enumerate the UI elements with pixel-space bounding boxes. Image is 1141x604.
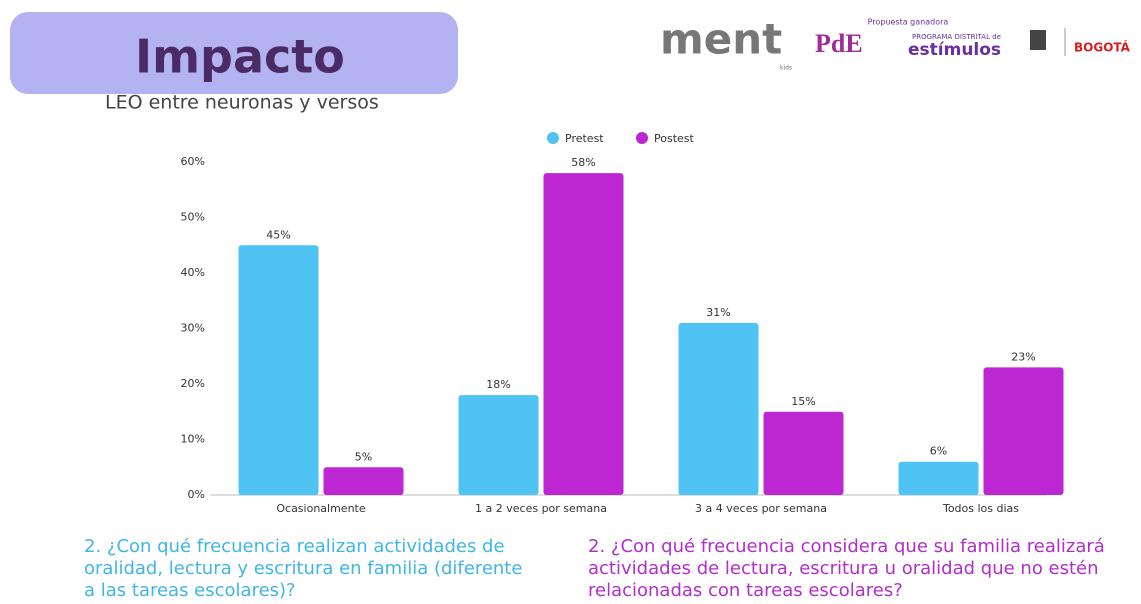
subtitle: LEO entre neuronas y versos	[105, 92, 379, 114]
value-label: 15%	[791, 395, 815, 408]
bar	[323, 467, 404, 495]
title-banner	[10, 12, 458, 94]
value-label: 45%	[266, 228, 290, 241]
bar	[763, 411, 844, 495]
title: Impacto	[135, 30, 345, 84]
chart: 0% 10% 20% 30% 40% 50% 60% Pretest Postest Ocasio…	[181, 132, 1064, 515]
questions: 2. ¿Con qué frecuencia realizan activida…	[84, 536, 1105, 601]
value-label: 23%	[1011, 350, 1035, 363]
x-tick-label: 3 a 4 veces por semana	[695, 502, 827, 515]
logo-stimulus: estímulos	[908, 40, 1001, 60]
value-label: 58%	[571, 156, 595, 169]
y-tick-label: 30%	[181, 322, 205, 335]
question-line: actividades de lectura, escritura u oral…	[588, 558, 1099, 579]
y-tick-label: 20%	[181, 377, 205, 390]
x-tick-label: Ocasionalmente	[276, 502, 366, 515]
question-line: a las tareas escolares)?	[84, 580, 296, 600]
legend-swatch	[636, 132, 648, 144]
y-tick-label: 0%	[188, 488, 205, 501]
bar	[543, 173, 624, 495]
y-tick-label: 40%	[181, 266, 205, 279]
legend-label: Pretest	[565, 132, 604, 145]
logo-proposal: Propuesta ganadora	[868, 18, 949, 27]
bar	[983, 367, 1064, 495]
value-label: 31%	[706, 306, 730, 319]
y-tick-label: 10%	[181, 433, 205, 446]
legend-swatch	[547, 132, 559, 144]
x-tick-label: Todos los dias	[942, 502, 1019, 515]
bar	[678, 322, 759, 495]
logo-city: BOGOTÁ	[1074, 40, 1131, 55]
logo-crest	[1030, 30, 1046, 50]
legend-label: Postest	[654, 132, 695, 145]
bar	[458, 395, 539, 495]
logo-program: PROGRAMA DISTRITAL de	[912, 33, 1001, 41]
x-tick-label: 1 a 2 veces por semana	[475, 502, 607, 515]
logo-ment: ment	[660, 15, 782, 64]
y-tick-label: 50%	[181, 211, 205, 224]
value-label: 5%	[355, 450, 372, 463]
bar	[898, 461, 979, 495]
value-label: 18%	[486, 378, 510, 391]
bar	[238, 245, 319, 495]
question-line: oralidad, lectura y escritura en familia…	[84, 558, 522, 579]
question-line: 2. ¿Con qué frecuencia considera que su …	[588, 536, 1105, 557]
y-tick-label: 60%	[181, 155, 205, 168]
logo-kids: kids	[780, 65, 792, 72]
question-line: 2. ¿Con qué frecuencia realizan activida…	[84, 536, 505, 557]
logo-pde: PdE	[815, 29, 863, 58]
value-label: 6%	[930, 445, 947, 458]
question-line: relacionadas con tareas escolares?	[588, 580, 903, 600]
